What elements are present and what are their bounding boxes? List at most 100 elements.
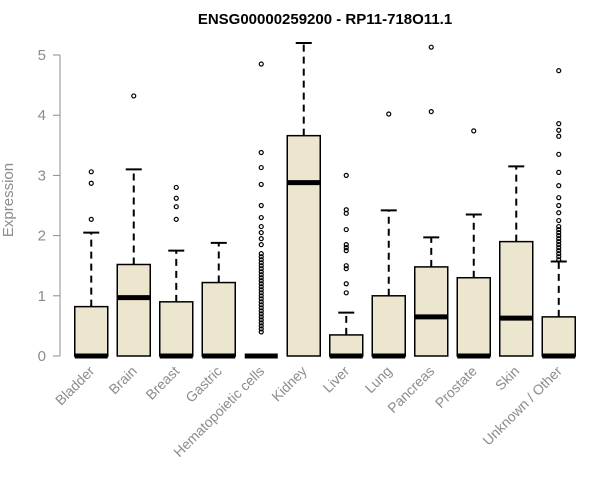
outlier-point: [258, 293, 264, 299]
outlier-point: [131, 93, 137, 99]
outlier-point: [258, 326, 264, 332]
y-tick-label: 4: [38, 107, 46, 124]
outlier-point: [258, 269, 264, 275]
outlier-point: [556, 121, 562, 127]
x-tick-label: Breast: [142, 363, 182, 403]
outlier-point: [556, 210, 562, 216]
x-tick-label: Unknown / Other: [479, 363, 565, 449]
box-gastric: [201, 281, 236, 357]
outlier-point: [556, 217, 562, 224]
outlier-point: [556, 169, 562, 175]
outlier-point: [258, 223, 264, 230]
outlier-point: [258, 281, 264, 287]
outlier-point: [258, 272, 264, 278]
outlier-point: [556, 239, 562, 245]
outlier-point: [343, 172, 349, 178]
outlier-point: [258, 287, 264, 293]
outlier-point: [258, 242, 264, 248]
x-tick-label: Brain: [105, 363, 139, 397]
outlier-point: [556, 133, 562, 139]
box-liver: [329, 334, 364, 357]
outlier-point: [428, 44, 434, 50]
y-tick-label: 0: [38, 348, 46, 365]
x-tick-label: Bladder: [52, 363, 98, 409]
y-tick-label: 1: [38, 288, 46, 305]
outlier-point: [258, 181, 264, 188]
outlier-point: [258, 329, 264, 335]
outlier-point: [258, 257, 264, 263]
outlier-point: [556, 251, 562, 257]
outlier-point: [386, 111, 392, 117]
outlier-point: [556, 236, 562, 242]
outlier-point: [258, 296, 264, 302]
outlier-point: [258, 290, 264, 296]
outlier-point: [428, 108, 434, 115]
outlier-point: [258, 278, 264, 284]
outlier-point: [258, 251, 264, 257]
x-tick-label: Pancreas: [384, 363, 437, 416]
outlier-point: [556, 183, 562, 189]
outlier-point: [556, 151, 562, 157]
x-tick-label: Skin: [492, 363, 523, 394]
outlier-point: [173, 216, 179, 222]
outlier-point: [258, 275, 264, 281]
outlier-point: [343, 281, 349, 287]
box-brain: [116, 263, 151, 357]
outlier-point: [173, 184, 179, 191]
outlier-point: [173, 204, 179, 210]
outlier-point: [556, 248, 562, 254]
outlier-point: [343, 226, 349, 233]
outlier-point: [258, 202, 264, 209]
outlier-point: [258, 263, 264, 269]
box-prostate: [456, 276, 491, 357]
x-tick-label: Kidney: [268, 363, 310, 405]
y-tick-label: 2: [38, 228, 46, 245]
outlier-point: [258, 299, 264, 305]
outlier-point: [556, 257, 562, 263]
outlier-point: [258, 254, 264, 260]
outlier-point: [556, 226, 562, 233]
outlier-point: [258, 308, 264, 314]
box-kidney: [286, 134, 321, 357]
outlier-point: [556, 233, 562, 239]
outlier-point: [88, 216, 94, 222]
box-bladder: [74, 305, 109, 357]
outlier-point: [343, 245, 349, 251]
outlier-point: [556, 195, 562, 201]
outlier-point: [343, 263, 349, 269]
outlier-point: [556, 202, 562, 209]
box-breast: [159, 301, 194, 357]
outlier-point: [556, 242, 562, 248]
outlier-point: [556, 68, 562, 74]
box-unknown-other: [541, 316, 576, 357]
outlier-point: [258, 266, 264, 272]
outlier-point: [556, 229, 562, 236]
outlier-point: [258, 164, 264, 171]
outlier-point: [258, 214, 264, 221]
outlier-point: [258, 320, 264, 326]
box-skin: [499, 240, 534, 357]
outlier-point: [88, 180, 94, 186]
outlier-point: [258, 323, 264, 329]
outlier-point: [258, 305, 264, 311]
outlier-point: [258, 302, 264, 308]
outlier-point: [258, 284, 264, 290]
y-axis-label: Expression: [0, 163, 17, 237]
y-tick-label: 5: [38, 47, 46, 64]
outlier-point: [343, 242, 349, 248]
x-tick-label: Prostate: [432, 363, 480, 411]
x-tick-label: Liver: [320, 363, 353, 396]
y-tick-label: 3: [38, 167, 46, 184]
chart-title: ENSG00000259200 - RP11-718O11.1: [198, 11, 452, 28]
outlier-point: [556, 223, 562, 230]
outlier-point: [471, 128, 477, 134]
outlier-point: [258, 236, 264, 242]
x-tick-label: Lung: [362, 363, 395, 396]
box-lung: [371, 295, 406, 357]
outlier-point: [343, 207, 349, 213]
outlier-point: [556, 254, 562, 260]
outlier-point: [343, 248, 349, 254]
outlier-point: [343, 290, 349, 296]
